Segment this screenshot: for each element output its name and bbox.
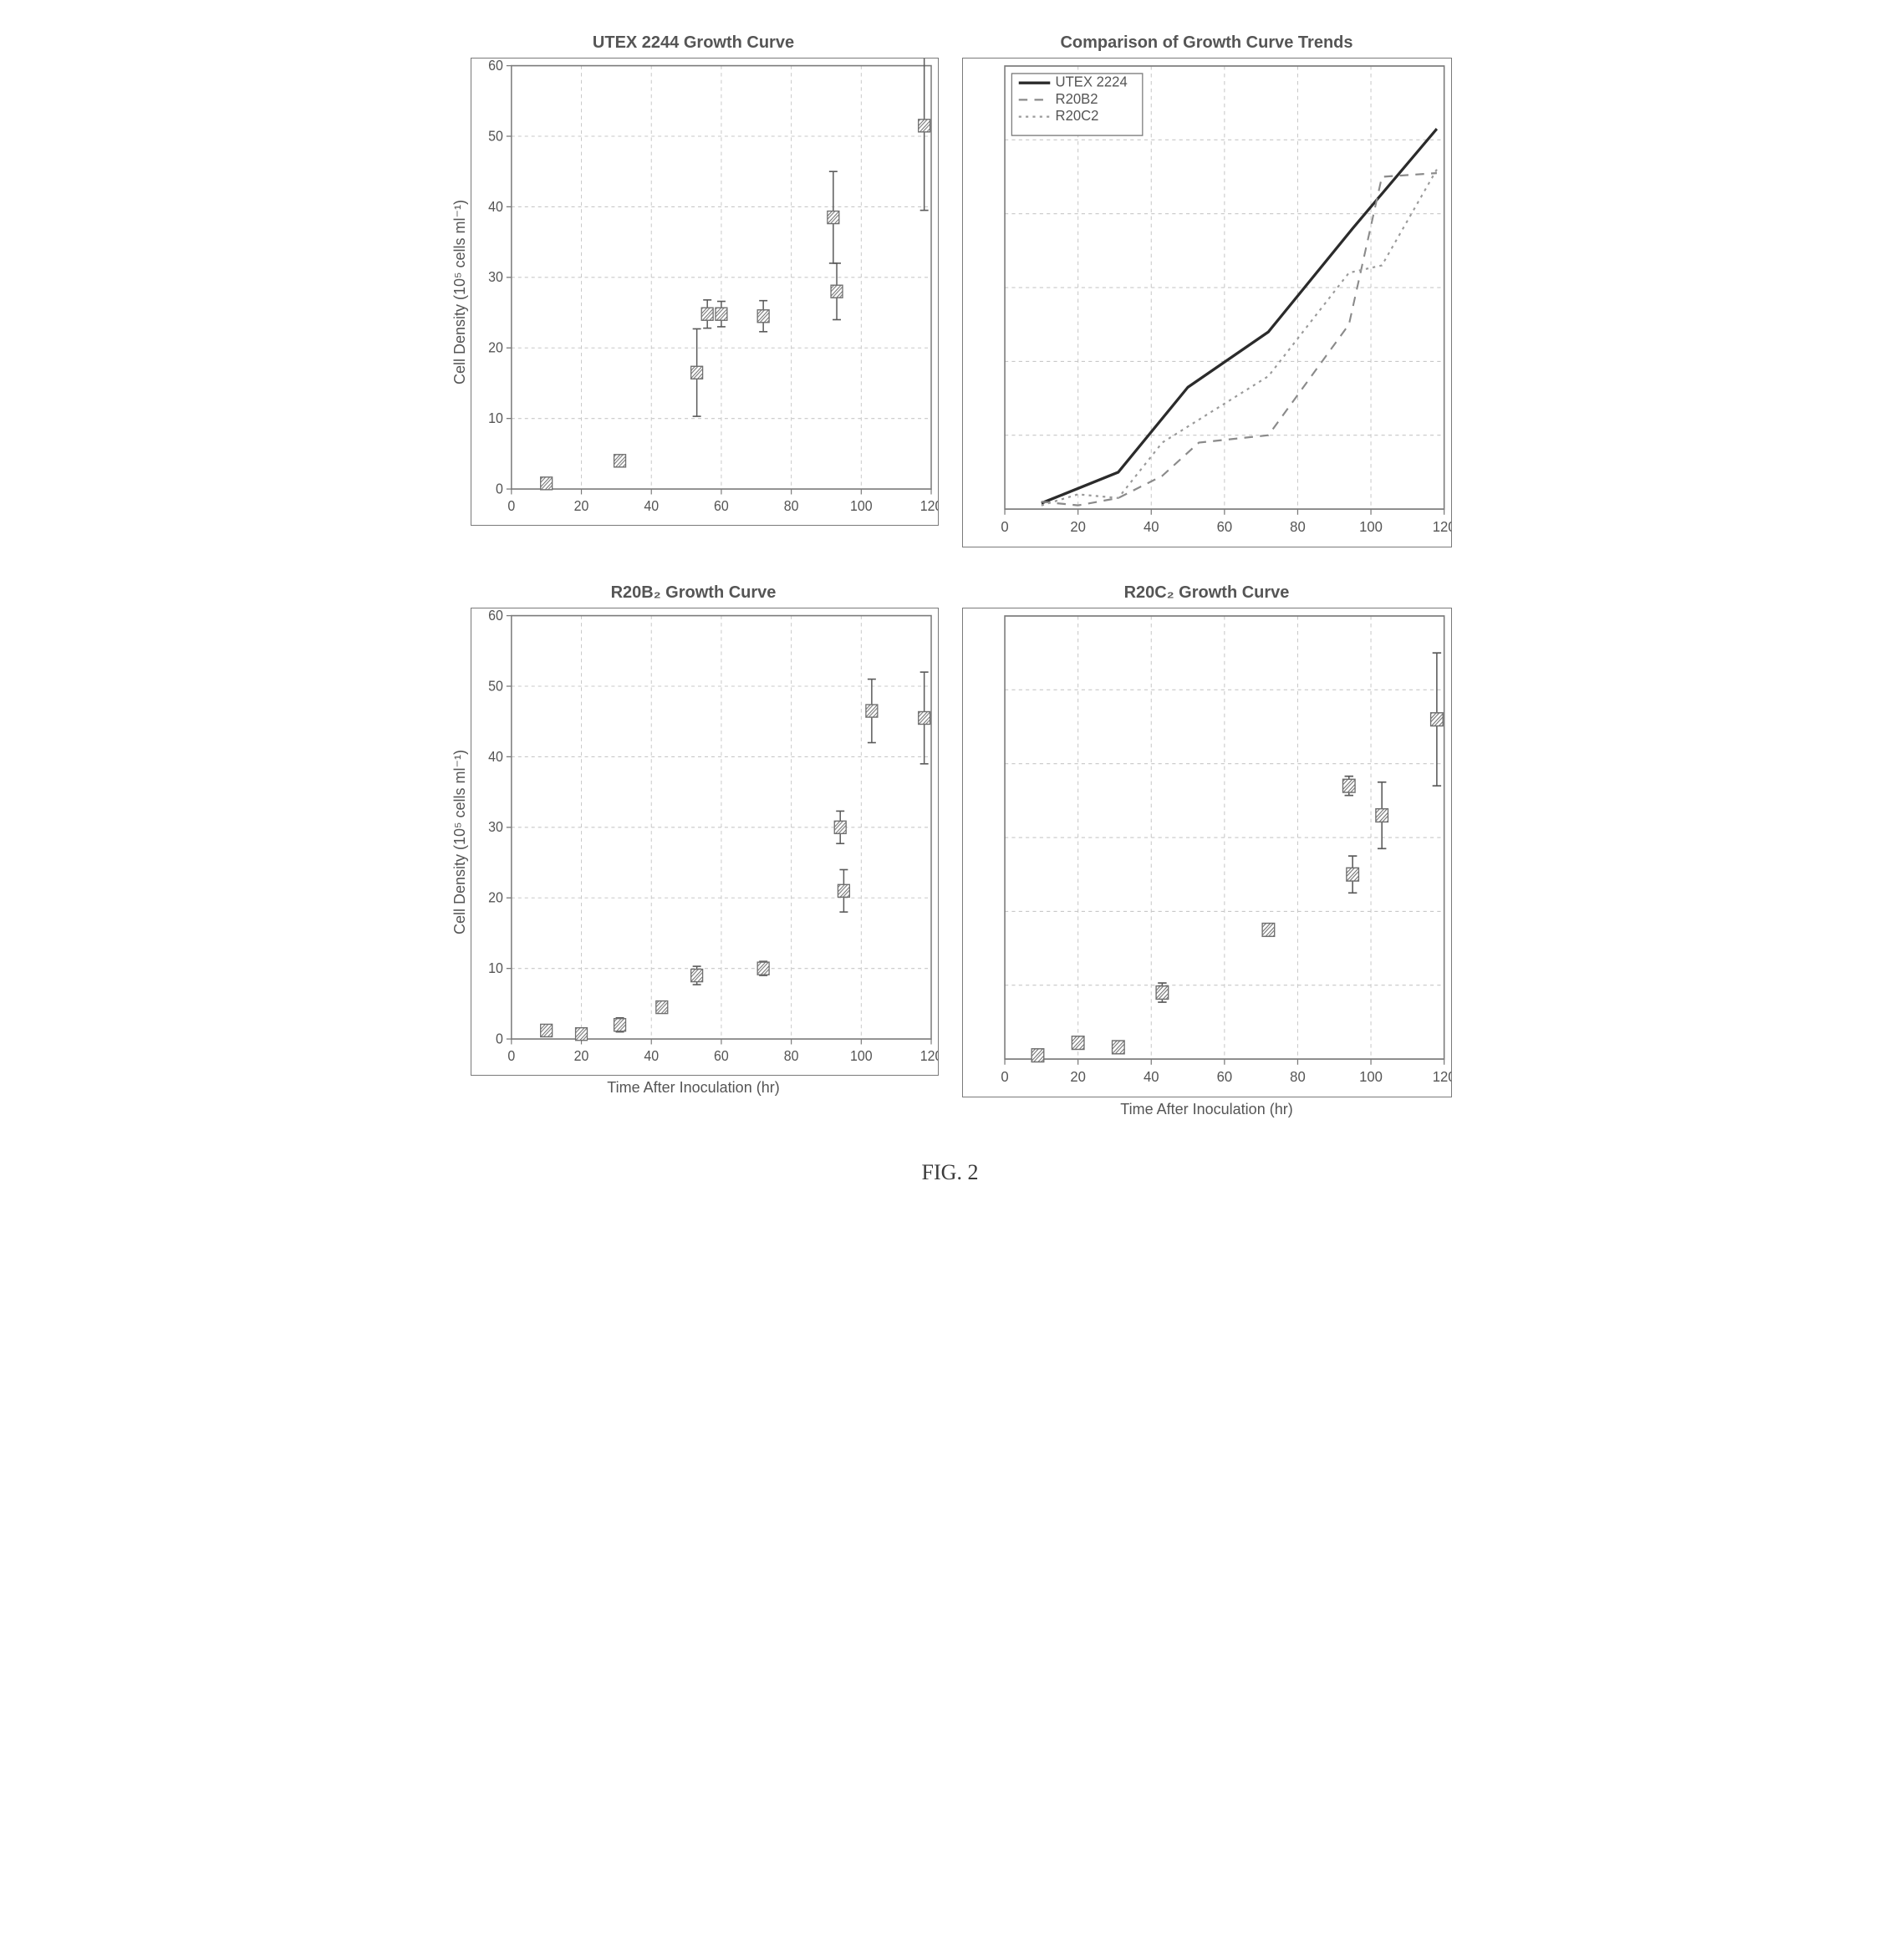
panel-bl-plot: 0 20 40 60 80 100 120 0 10 20 30 40 50 60	[471, 608, 939, 1076]
svg-text:80: 80	[783, 1047, 798, 1064]
figure-container: UTEX 2244 Growth Curve Cell Density (10⁵…	[449, 33, 1452, 1185]
svg-text:60: 60	[1216, 1067, 1232, 1085]
svg-text:R20B2: R20B2	[1055, 89, 1098, 107]
svg-text:40: 40	[1143, 517, 1159, 535]
svg-text:120: 120	[919, 1047, 937, 1064]
svg-text:60: 60	[488, 608, 503, 624]
svg-text:20: 20	[488, 339, 503, 356]
svg-text:20: 20	[1070, 1067, 1086, 1085]
svg-text:40: 40	[1143, 1067, 1159, 1085]
svg-text:0: 0	[496, 481, 503, 497]
svg-text:60: 60	[714, 497, 729, 514]
svg-text:40: 40	[488, 748, 503, 765]
svg-text:R20C2: R20C2	[1055, 107, 1098, 125]
svg-text:20: 20	[1070, 517, 1086, 535]
panel-tr-plot: 0 20 40 60 80 100 120 UTEX 2224R20B2R20C2	[962, 58, 1452, 547]
panel-tl-plot: 0 20 40 60 80 100 120 0 10 20 30 40 50 60	[471, 58, 939, 526]
panel-tl-ylabel: Cell Density (10⁵ cells ml⁻¹)	[449, 58, 471, 526]
svg-text:80: 80	[1290, 1067, 1306, 1085]
svg-text:20: 20	[573, 1047, 588, 1064]
svg-text:20: 20	[573, 497, 588, 514]
svg-text:50: 50	[488, 678, 503, 695]
panel-tl: UTEX 2244 Growth Curve Cell Density (10⁵…	[449, 33, 939, 568]
svg-text:0: 0	[507, 497, 515, 514]
svg-text:0: 0	[1001, 1067, 1008, 1085]
panel-tl-title: UTEX 2244 Growth Curve	[449, 33, 939, 53]
svg-text:UTEX 2224: UTEX 2224	[1055, 73, 1128, 90]
svg-text:120: 120	[919, 497, 937, 514]
svg-text:60: 60	[714, 1047, 729, 1064]
svg-text:10: 10	[488, 410, 503, 426]
panel-br-xlabel: Time After Inoculation (hr)	[962, 1101, 1452, 1118]
figure-caption: FIG. 2	[449, 1160, 1452, 1185]
svg-text:30: 30	[488, 819, 503, 836]
svg-text:50: 50	[488, 128, 503, 145]
panel-bl-ylabel: Cell Density (10⁵ cells ml⁻¹)	[449, 608, 471, 1076]
svg-text:80: 80	[783, 497, 798, 514]
panel-grid: UTEX 2244 Growth Curve Cell Density (10⁵…	[449, 33, 1452, 1118]
svg-text:40: 40	[488, 198, 503, 215]
panel-bl: R20B₂ Growth Curve Cell Density (10⁵ cel…	[449, 583, 939, 1118]
svg-text:120: 120	[1432, 517, 1450, 535]
panel-br: R20C₂ Growth Curve 0 20 40 60 80 100 120 Time …	[962, 583, 1452, 1118]
svg-text:100: 100	[850, 1047, 873, 1064]
svg-text:40: 40	[644, 1047, 659, 1064]
svg-text:0: 0	[1001, 517, 1008, 535]
svg-text:0: 0	[507, 1047, 515, 1064]
svg-text:60: 60	[1216, 517, 1232, 535]
svg-text:10: 10	[488, 960, 503, 976]
panel-tr-title: Comparison of Growth Curve Trends	[962, 33, 1452, 53]
panel-br-title: R20C₂ Growth Curve	[962, 583, 1452, 603]
svg-text:100: 100	[1359, 1067, 1383, 1085]
svg-text:80: 80	[1290, 517, 1306, 535]
svg-text:30: 30	[488, 269, 503, 286]
svg-text:100: 100	[1359, 517, 1383, 535]
panel-br-plot: 0 20 40 60 80 100 120	[962, 608, 1452, 1097]
svg-text:60: 60	[488, 59, 503, 74]
svg-text:0: 0	[496, 1031, 503, 1047]
svg-text:100: 100	[850, 497, 873, 514]
svg-text:40: 40	[644, 497, 659, 514]
svg-text:120: 120	[1432, 1067, 1450, 1085]
panel-bl-xlabel: Time After Inoculation (hr)	[449, 1079, 939, 1097]
panel-tr: Comparison of Growth Curve Trends 0 20 40 6…	[962, 33, 1452, 568]
panel-bl-title: R20B₂ Growth Curve	[449, 583, 939, 603]
svg-text:20: 20	[488, 889, 503, 906]
